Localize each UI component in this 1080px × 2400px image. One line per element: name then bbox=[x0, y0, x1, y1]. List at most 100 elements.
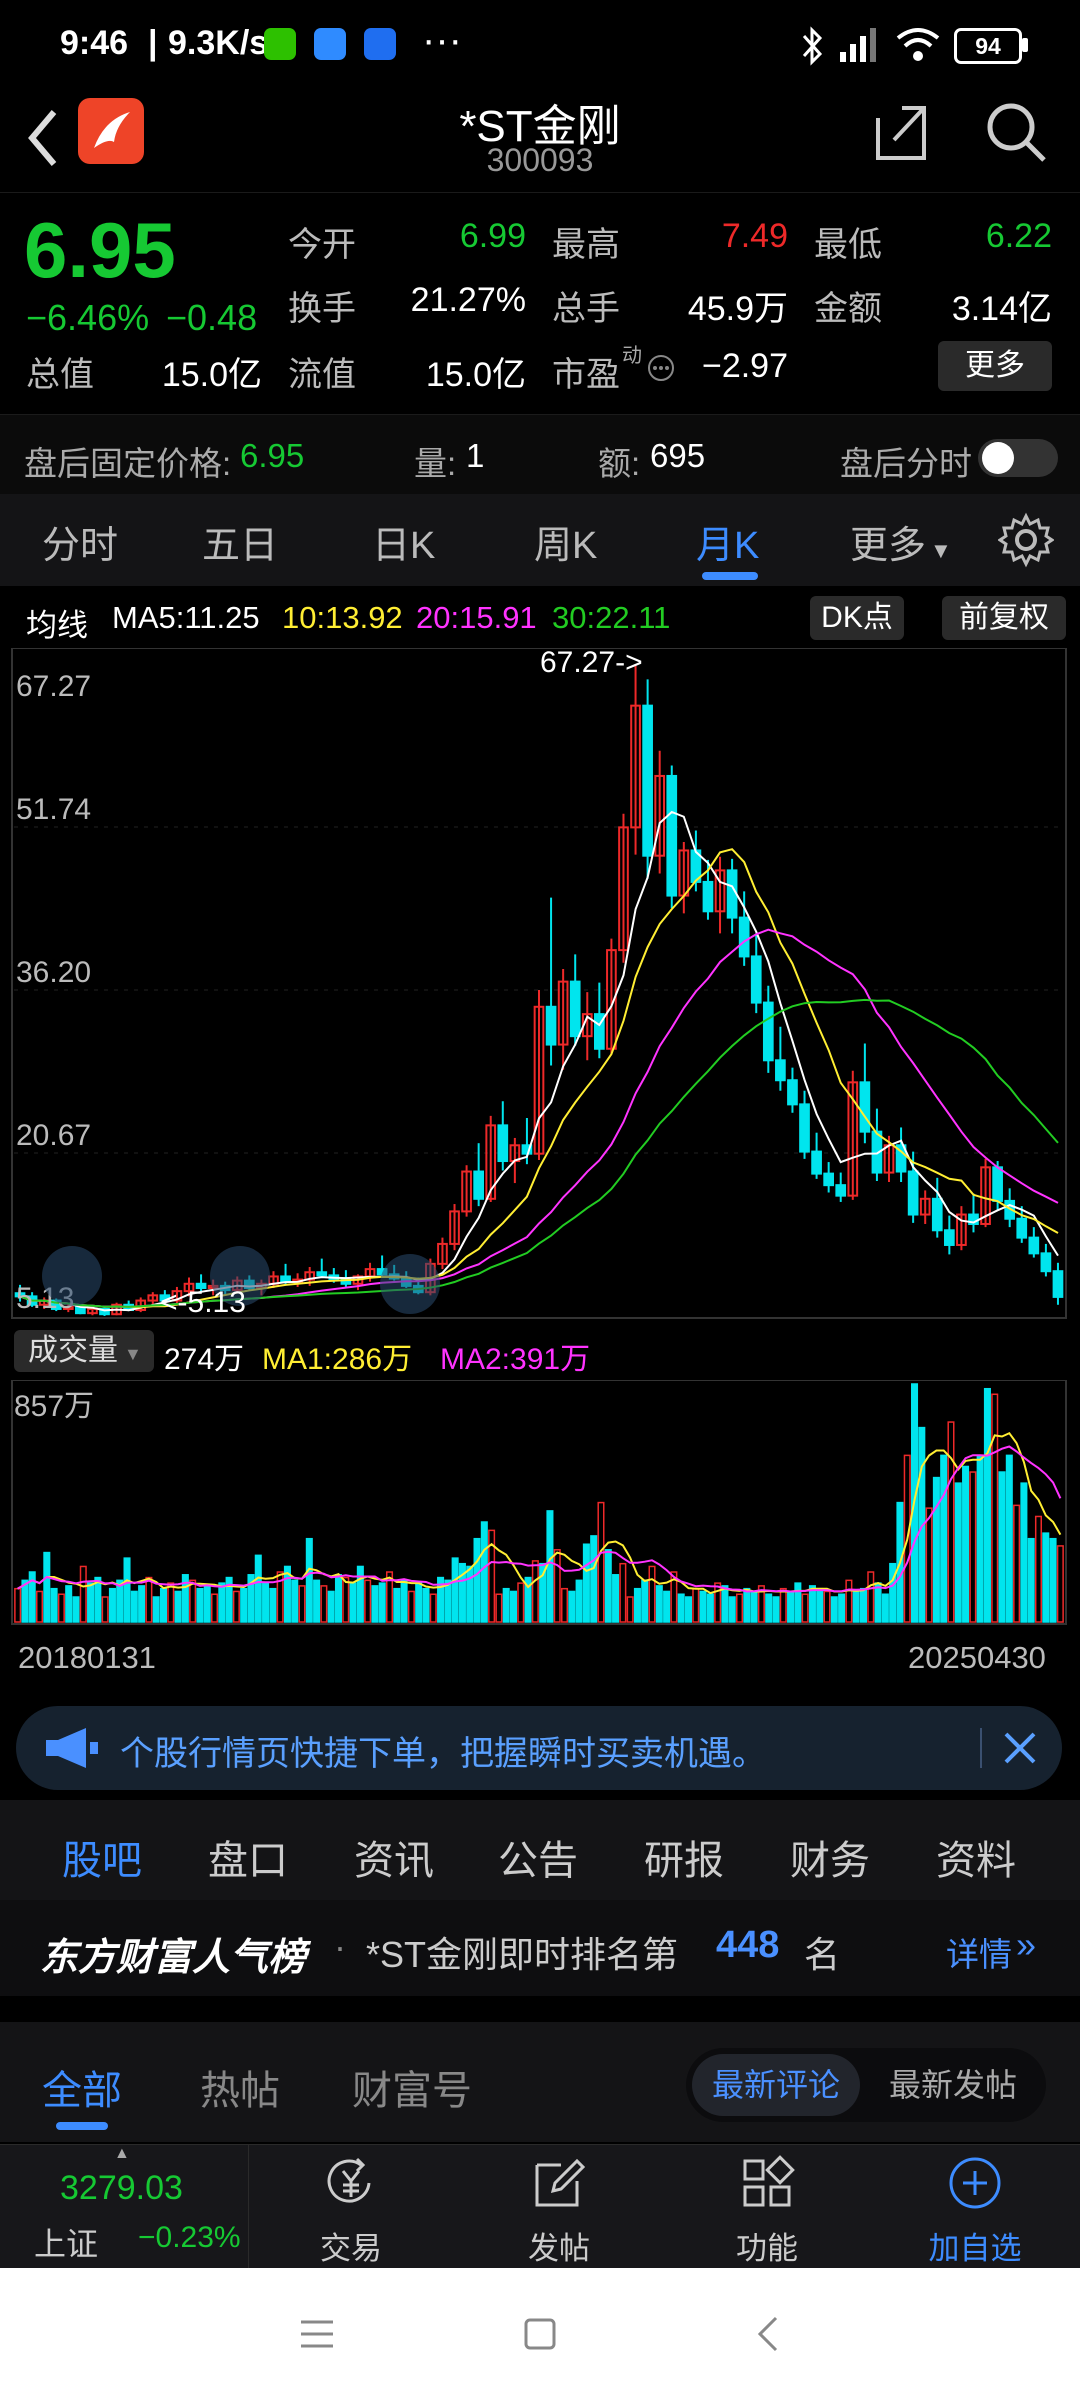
candle-body bbox=[944, 1229, 955, 1246]
volume-bar bbox=[859, 1587, 867, 1623]
volume-bar bbox=[43, 1551, 51, 1623]
nav-post[interactable]: 发帖 bbox=[494, 2151, 624, 2268]
candle-body bbox=[569, 980, 581, 1038]
indicator-select[interactable]: 成交量 ▼ bbox=[14, 1330, 154, 1372]
after-hours-toggle[interactable] bbox=[978, 439, 1058, 477]
high-value: 7.49 bbox=[721, 217, 788, 255]
volume-bar bbox=[444, 1579, 452, 1623]
settings-gear-icon[interactable] bbox=[998, 512, 1054, 568]
volume-bar bbox=[87, 1582, 95, 1623]
turnover-value: 21.27% bbox=[410, 281, 526, 319]
nav-add-watchlist-label: 加自选 bbox=[928, 2231, 1022, 2266]
index-quote[interactable]: ▲ 3279.03 上证 −0.23% bbox=[0, 2145, 249, 2269]
volume-bar bbox=[612, 1574, 620, 1623]
nav-trade[interactable]: 交易 bbox=[286, 2151, 416, 2268]
dk-point-button[interactable]: DK点 bbox=[810, 596, 904, 640]
back-nav-icon[interactable] bbox=[754, 2314, 782, 2354]
tab-profile[interactable]: 资料 bbox=[936, 1839, 1016, 1883]
volume-bar bbox=[262, 1582, 270, 1623]
volume-bar bbox=[626, 1596, 634, 1623]
menu-icon[interactable] bbox=[298, 2316, 336, 2352]
open-label: 今开 bbox=[288, 226, 356, 264]
y-axis-label: 36.20 bbox=[16, 956, 91, 989]
candle-body bbox=[449, 1210, 460, 1245]
tab-research[interactable]: 研报 bbox=[644, 1839, 724, 1883]
filter-hot[interactable]: 热帖 bbox=[200, 2069, 280, 2113]
volume-bar bbox=[991, 1393, 999, 1623]
volume-bar bbox=[371, 1585, 379, 1623]
volume-bar bbox=[254, 1554, 262, 1623]
rank-details-link[interactable]: 详情 bbox=[946, 1936, 1012, 1973]
volume-bar bbox=[889, 1562, 897, 1623]
volume-bar bbox=[808, 1585, 816, 1623]
nav-functions[interactable]: 功能 bbox=[702, 2151, 832, 2268]
candle-body bbox=[183, 1282, 195, 1293]
volume-bar bbox=[1005, 1454, 1013, 1623]
sort-latest-comment[interactable]: 最新评论 bbox=[692, 2054, 860, 2116]
volume-chart[interactable]: 857万 bbox=[0, 1380, 1080, 1630]
wifi-icon bbox=[896, 28, 940, 61]
tab-monthly-k[interactable]: 月K bbox=[696, 525, 760, 567]
volume-bar bbox=[232, 1590, 240, 1623]
after-hours-bar: 盘后固定价格: 6.95 量: 1 额: 695 盘后分时 bbox=[0, 414, 1080, 496]
volume-bar bbox=[349, 1582, 357, 1623]
volume-bar bbox=[932, 1476, 940, 1623]
filter-all[interactable]: 全部 bbox=[42, 2069, 122, 2113]
search-icon[interactable] bbox=[984, 100, 1048, 164]
tab-weekly-k[interactable]: 周K bbox=[534, 525, 598, 567]
volume-ma1: MA1:286万 bbox=[262, 1343, 413, 1376]
nav-post-label: 发帖 bbox=[528, 2231, 590, 2266]
candle-body bbox=[919, 1197, 931, 1216]
tab-more[interactable]: 更多 ▼ bbox=[850, 514, 952, 569]
volume-bar bbox=[845, 1579, 853, 1623]
volume-bar bbox=[954, 1482, 962, 1623]
popularity-rank-bar[interactable]: 东方财富人气榜 · *ST金刚即时排名第 448 名 详情 » bbox=[0, 1900, 1080, 1996]
volume-bar bbox=[670, 1571, 678, 1623]
dk-marker-icon-2[interactable] bbox=[210, 1246, 270, 1306]
back-icon[interactable] bbox=[22, 106, 62, 170]
ma5-line bbox=[19, 810, 1059, 1312]
volume-bar bbox=[72, 1596, 80, 1623]
volume-bar bbox=[1049, 1537, 1057, 1623]
home-icon[interactable] bbox=[522, 2316, 558, 2352]
dk-marker-icon[interactable] bbox=[42, 1246, 102, 1306]
volume-bar bbox=[699, 1590, 707, 1623]
tab-news[interactable]: 资讯 bbox=[354, 1839, 434, 1883]
adjust-price-button[interactable]: 前复权 bbox=[942, 596, 1066, 640]
tab-order-book[interactable]: 盘口 bbox=[208, 1839, 288, 1883]
candle-body bbox=[847, 1081, 859, 1197]
dk-marker-icon-3[interactable] bbox=[380, 1254, 440, 1314]
float-cap-value: 15.0亿 bbox=[425, 356, 526, 394]
volume-bar bbox=[28, 1571, 36, 1623]
volume-bar bbox=[437, 1576, 445, 1623]
volume-bar bbox=[138, 1585, 146, 1623]
sort-latest-post[interactable]: 最新发帖 bbox=[888, 2067, 1017, 2103]
tab-financials[interactable]: 财务 bbox=[790, 1839, 870, 1883]
volume-bar bbox=[342, 1576, 350, 1623]
nav-trade-label: 交易 bbox=[320, 2231, 382, 2266]
tab-five-day[interactable]: 五日 bbox=[202, 525, 279, 567]
rank-text: *ST金刚即时排名第 bbox=[366, 1934, 679, 1975]
filter-wealth-account[interactable]: 财富号 bbox=[352, 2069, 472, 2113]
volume-bar bbox=[765, 1593, 773, 1623]
more-button[interactable]: 更多 bbox=[938, 341, 1052, 391]
volume-bar bbox=[1020, 1482, 1028, 1623]
tab-daily-k[interactable]: 日K bbox=[372, 525, 436, 567]
more-info-icon[interactable] bbox=[646, 353, 676, 383]
volume-bar bbox=[21, 1579, 29, 1623]
candle-body bbox=[1052, 1270, 1064, 1298]
volume-bar bbox=[57, 1593, 65, 1623]
tab-forum[interactable]: 股吧 bbox=[62, 1839, 142, 1883]
float-cap-label: 流值 bbox=[288, 356, 356, 394]
promo-banner[interactable]: 个股行情页快捷下单，把握瞬时买卖机遇。 bbox=[16, 1706, 1062, 1790]
candle-body bbox=[666, 774, 678, 897]
tab-announcements[interactable]: 公告 bbox=[498, 1839, 578, 1883]
volume-bar bbox=[772, 1596, 780, 1623]
close-icon[interactable] bbox=[1000, 1728, 1040, 1768]
share-icon[interactable] bbox=[872, 102, 932, 162]
nav-add-watchlist[interactable]: 加自选 bbox=[910, 2151, 1040, 2268]
tab-timeshare[interactable]: 分时 bbox=[42, 525, 119, 567]
candle-body bbox=[316, 1271, 328, 1277]
candle-body bbox=[871, 1130, 883, 1174]
